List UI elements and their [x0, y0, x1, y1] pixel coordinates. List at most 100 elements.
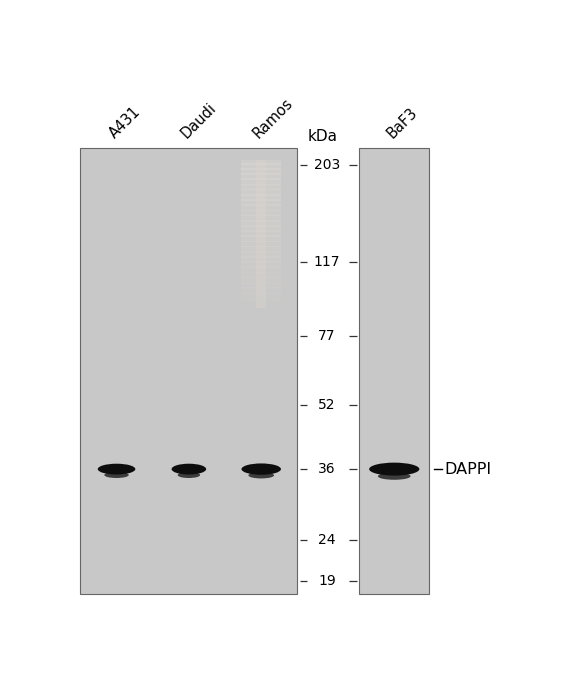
Bar	[241, 211, 281, 213]
Bar	[241, 220, 281, 222]
Bar	[241, 272, 281, 274]
Bar	[241, 199, 281, 201]
Bar	[241, 296, 281, 298]
Bar	[241, 226, 281, 228]
Ellipse shape	[98, 464, 135, 475]
Bar	[241, 206, 281, 209]
Ellipse shape	[105, 472, 129, 478]
Bar	[241, 204, 281, 206]
Bar	[241, 291, 281, 292]
Text: 203: 203	[314, 158, 340, 172]
Bar	[241, 289, 281, 292]
Bar	[241, 251, 281, 253]
Ellipse shape	[248, 472, 274, 478]
Bar	[241, 241, 281, 243]
Bar	[241, 261, 281, 263]
Bar	[241, 271, 281, 273]
Bar	[241, 302, 281, 304]
Bar	[241, 191, 281, 192]
Bar	[241, 282, 281, 284]
Bar	[241, 166, 281, 167]
Bar	[241, 260, 281, 261]
Bar	[241, 275, 281, 276]
Bar	[241, 294, 281, 295]
Bar	[241, 163, 281, 165]
Bar	[241, 194, 281, 196]
Bar	[241, 266, 281, 268]
Bar	[241, 250, 281, 252]
Bar	[241, 254, 281, 255]
Bar	[241, 182, 281, 183]
Bar	[241, 196, 281, 197]
Bar	[241, 177, 281, 178]
Bar	[241, 245, 281, 247]
Bar	[241, 252, 281, 254]
Text: Daudi: Daudi	[178, 101, 219, 141]
Bar	[241, 276, 281, 278]
Ellipse shape	[171, 464, 206, 475]
Bar	[241, 211, 281, 212]
Bar	[241, 229, 281, 230]
Bar	[241, 160, 281, 161]
Bar	[241, 213, 281, 215]
Bar	[241, 214, 281, 215]
Bar	[241, 263, 281, 265]
Text: 77: 77	[318, 329, 336, 342]
Text: 52: 52	[318, 398, 336, 412]
Bar	[241, 281, 281, 283]
Bar	[241, 235, 281, 237]
Bar	[241, 246, 281, 248]
Bar	[241, 265, 281, 266]
Text: 24: 24	[318, 533, 336, 547]
Bar	[241, 168, 281, 170]
Bar	[241, 187, 281, 189]
Bar	[241, 176, 281, 177]
Bar	[241, 307, 281, 309]
Bar	[241, 193, 281, 195]
Bar	[241, 225, 281, 227]
Bar	[241, 292, 281, 294]
Ellipse shape	[378, 473, 411, 480]
Bar	[241, 233, 281, 235]
Bar	[241, 162, 281, 164]
Bar	[256, 160, 266, 308]
Bar	[241, 180, 281, 182]
Bar	[241, 192, 281, 193]
Bar	[241, 224, 281, 226]
Text: A431: A431	[106, 104, 143, 141]
Text: Ramos: Ramos	[250, 96, 296, 141]
Bar	[241, 234, 281, 235]
Bar	[241, 286, 281, 287]
Bar	[241, 188, 281, 189]
Text: BaF3: BaF3	[383, 106, 420, 141]
Bar	[241, 215, 281, 217]
Bar	[241, 173, 281, 175]
Bar	[241, 203, 281, 204]
Bar	[241, 301, 281, 303]
Bar	[241, 243, 281, 244]
Bar	[241, 165, 281, 166]
Bar	[241, 287, 281, 289]
Bar	[241, 228, 281, 229]
Bar	[241, 222, 281, 223]
Bar	[241, 259, 281, 260]
Bar	[241, 205, 281, 207]
Ellipse shape	[178, 472, 200, 478]
Bar	[241, 239, 281, 241]
Bar	[241, 169, 281, 171]
Bar	[241, 305, 281, 306]
Bar	[241, 297, 281, 298]
Bar	[241, 197, 281, 198]
Bar	[241, 178, 281, 180]
Bar	[241, 202, 281, 203]
Bar	[241, 298, 281, 300]
Text: DAPPI: DAPPI	[444, 462, 492, 477]
Bar	[241, 209, 281, 211]
Bar	[241, 256, 281, 258]
Bar	[241, 172, 281, 174]
Bar	[241, 230, 281, 232]
Bar	[241, 288, 281, 290]
Bar	[241, 217, 281, 218]
Bar	[241, 283, 281, 285]
Bar	[241, 280, 281, 281]
